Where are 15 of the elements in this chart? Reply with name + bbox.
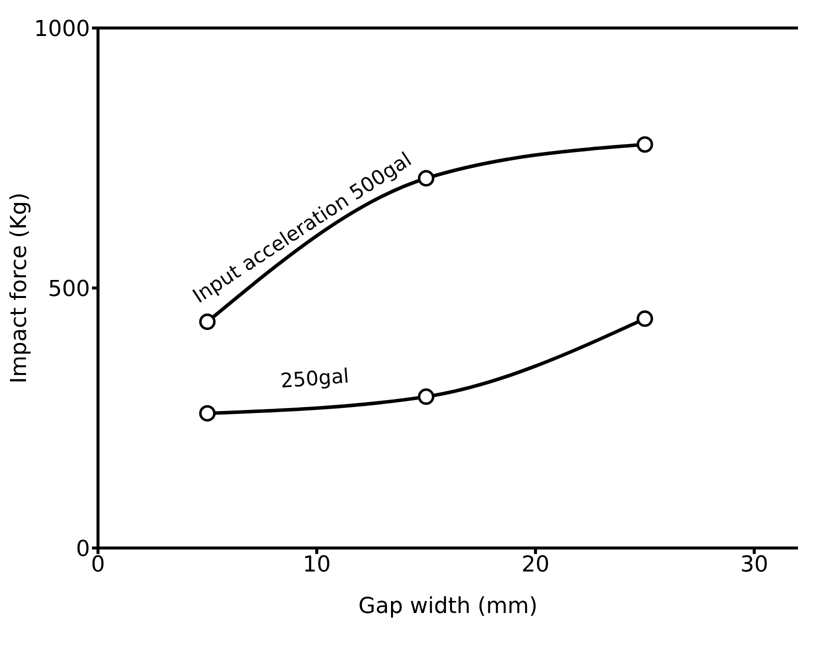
point	[636, 136, 654, 153]
y-axis-title: Impact force (Kg)	[6, 192, 32, 384]
point	[199, 314, 216, 330]
series-label: 250gal	[280, 364, 350, 393]
x-tick-label: 20	[522, 552, 550, 578]
point	[636, 310, 654, 327]
x-axis-title: Gap width (mm)	[358, 594, 538, 619]
point	[199, 405, 216, 422]
point	[418, 388, 434, 405]
point	[418, 170, 434, 187]
x-tick-label: 10	[302, 552, 331, 578]
x-tick-label: 30	[740, 552, 768, 578]
y-tick-label: 500	[48, 276, 90, 302]
y-tick-label: 1000	[34, 16, 90, 42]
y-tick-label: 0	[76, 536, 90, 562]
